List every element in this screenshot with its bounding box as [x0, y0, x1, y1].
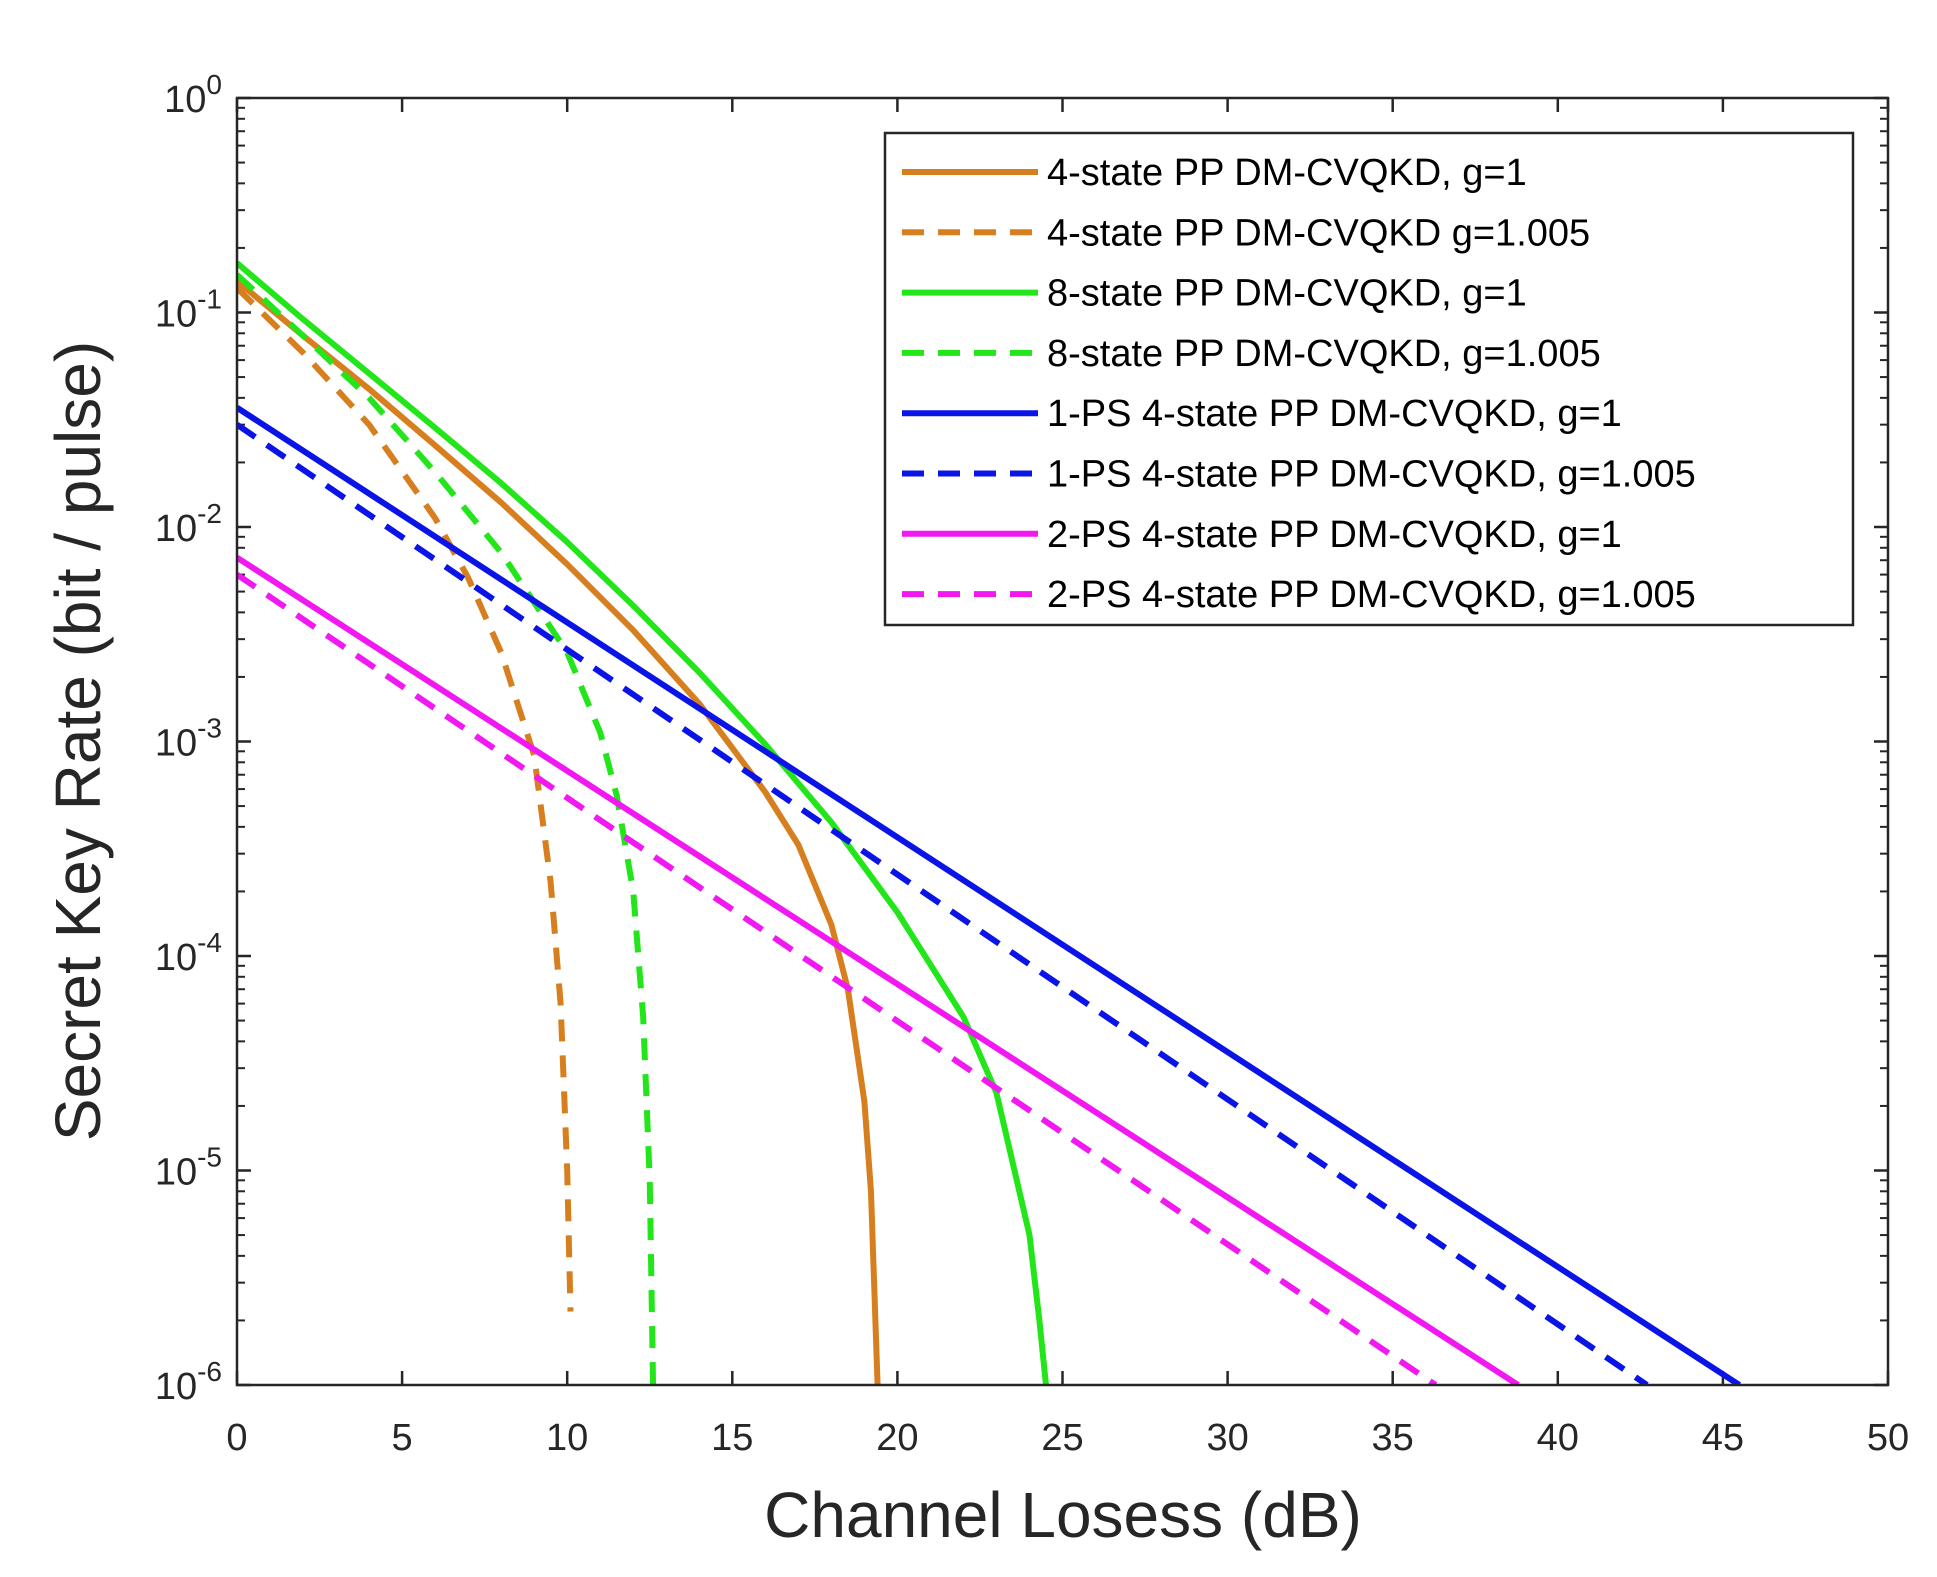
- x-tick-label: 25: [1041, 1417, 1083, 1459]
- legend-box: [883, 131, 1855, 627]
- y-tick-label: 10-4: [155, 927, 222, 979]
- series-line-1: [237, 278, 881, 1385]
- x-axis-title: Channel Losess (dB): [764, 1479, 1362, 1551]
- y-tick-exponent: -5: [197, 1142, 222, 1173]
- legend-label-5: 1-PS 4-state PP DM-CVQKD, g=1: [1047, 393, 1622, 435]
- y-tick-label: 10-2: [155, 498, 222, 550]
- x-ticks: 0 5 10 15 20 25 30 35 40 45 50: [226, 98, 1909, 1459]
- legend-label-4: 8-state PP DM-CVQKD, g=1.005: [1047, 333, 1601, 375]
- series-line-4: [237, 272, 657, 1385]
- x-tick-label: 15: [711, 1417, 753, 1459]
- y-tick-label: 10-1: [155, 284, 222, 336]
- legend-label-8: 2-PS 4-state PP DM-CVQKD, g=1.005: [1047, 574, 1696, 616]
- y-tick-label: 10-6: [155, 1356, 222, 1408]
- y-tick-exponent: 0: [206, 69, 222, 100]
- y-tick-exponent: -1: [197, 284, 222, 315]
- legend-label-7: 2-PS 4-state PP DM-CVQKD, g=1: [1047, 514, 1622, 556]
- y-tick-label: 10-3: [155, 713, 222, 765]
- legend-items: 4-state PP DM-CVQKD, g=1 4-state PP DM-CV…: [902, 152, 1696, 616]
- y-tick-base: 10: [155, 1366, 197, 1408]
- x-tick-label: 10: [546, 1417, 588, 1459]
- y-tick-label: 100: [164, 69, 222, 121]
- y-tick-exponent: -2: [197, 498, 222, 529]
- x-tick-label: 50: [1867, 1417, 1909, 1459]
- y-tick-label: 10-5: [155, 1142, 222, 1194]
- y-tick-base: 10: [164, 79, 206, 121]
- y-axis-title: Secret Key Rate (bit / pulse): [42, 341, 114, 1141]
- y-tick-base: 10: [155, 1152, 197, 1194]
- x-tick-label: 35: [1372, 1417, 1414, 1459]
- y-tick-exponent: -6: [197, 1356, 222, 1387]
- x-tick-label: 5: [392, 1417, 413, 1459]
- series-layer: [237, 260, 1742, 1385]
- x-tick-label: 45: [1702, 1417, 1744, 1459]
- plot-frame: [235, 96, 1890, 1387]
- x-tick-label: 30: [1206, 1417, 1248, 1459]
- y-tick-exponent: -3: [197, 713, 222, 744]
- y-tick-base: 10: [155, 937, 197, 979]
- y-tick-base: 10: [155, 723, 197, 765]
- legend-label-3: 8-state PP DM-CVQKD, g=1: [1047, 273, 1527, 315]
- legend-label-6: 1-PS 4-state PP DM-CVQKD, g=1.005: [1047, 454, 1696, 496]
- legend: 4-state PP DM-CVQKD, g=1 4-state PP DM-CV…: [883, 131, 1855, 627]
- y-tick-exponent: -4: [197, 927, 222, 958]
- y-tick-base: 10: [155, 294, 197, 336]
- series-line-8: [237, 572, 1438, 1385]
- series-line-6: [237, 422, 1649, 1385]
- legend-label-1: 4-state PP DM-CVQKD, g=1: [1047, 152, 1527, 194]
- x-tick-label: 40: [1537, 1417, 1579, 1459]
- x-tick-label: 0: [226, 1417, 247, 1459]
- x-tick-label: 20: [876, 1417, 918, 1459]
- series-line-5: [237, 405, 1742, 1385]
- y-tick-base: 10: [155, 508, 197, 550]
- series-line-2: [237, 285, 574, 1312]
- legend-label-2: 4-state PP DM-CVQKD g=1.005: [1047, 212, 1590, 254]
- series-line-7: [237, 555, 1520, 1385]
- series-line-3: [237, 260, 1049, 1385]
